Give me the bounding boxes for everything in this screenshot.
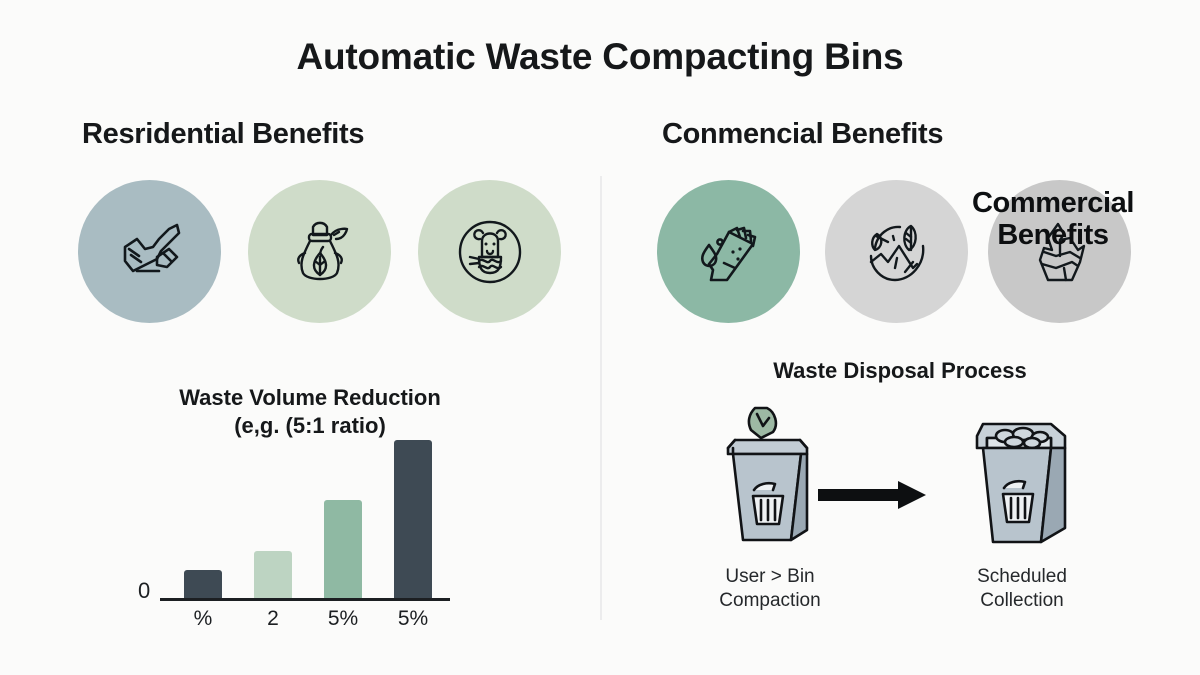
panel-divider [600,176,602,620]
chart-plot-area [168,440,448,598]
open-bin-full-icon [975,422,1067,544]
cleaning-glove-droplet-icon [700,226,756,281]
crumpled-paper-icon [1038,222,1085,281]
chart-y-axis-zero-label: 0 [138,578,151,603]
commercial-icon-circle-1 [657,180,800,323]
residential-icon-circle-3 [418,180,561,323]
residential-section-heading: Resridential Benefits [82,118,365,150]
chart-xlabel-3: 5% [397,607,429,630]
chart-bar-0 [184,569,222,598]
chart-bar-1 [254,550,292,598]
chart-title-line-1: Waste Volume Reduction [179,385,441,410]
process-step-2-caption-line-1: Scheduled [977,566,1067,587]
residential-icon-circle-1 [78,180,221,323]
process-step-2-caption-line-2: Collection [980,589,1064,611]
process-step-1-caption: User > Bin Compaction [670,565,870,613]
residential-icon-circle-2 [248,180,391,323]
commercial-icon-circle-3 [988,180,1131,323]
chart-x-axis-line [160,598,450,601]
chart-xlabel-0: % [193,607,213,630]
nature-mountain-leaves-icon [869,224,924,281]
process-title: Waste Disposal Process [773,358,1027,383]
animal-in-circle-icon [458,220,521,283]
process-step-2: Scheduled Collection [922,404,1122,613]
process-step-1-caption-line-2: Compaction [719,589,821,611]
chart-x-axis-labels: % 2 5% 5% [168,607,448,631]
chart-xlabel-2: 5% [327,607,359,630]
broken-cleanup-tool-icon [123,223,180,272]
right-arrow-icon [818,481,926,509]
chart-title-line-2: (e,g. (5:1 ratio) [234,413,386,439]
page-title: Automatic Waste Compacting Bins [296,36,904,77]
chart-bar-3 [394,440,432,598]
process-step-2-caption: Scheduled Collection [922,565,1122,613]
process-step-1: User > Bin Compaction [670,404,870,613]
waste-bin-with-hand-icon [726,406,809,542]
commercial-section-heading: Conmencial Benefits [662,118,944,150]
eco-lightbulb-leaf-icon [296,221,348,280]
commercial-icon-circle-2 [825,180,968,323]
chart-xlabel-1: 2 [267,607,279,630]
chart-bar-2 [324,500,362,598]
chart-title: Waste Volume Reduction (e,g. (5:1 ratio) [130,384,490,440]
process-step-1-caption-line-1: User > Bin [725,566,815,587]
bar-chart: 0 % 2 5% 5% [138,440,458,635]
